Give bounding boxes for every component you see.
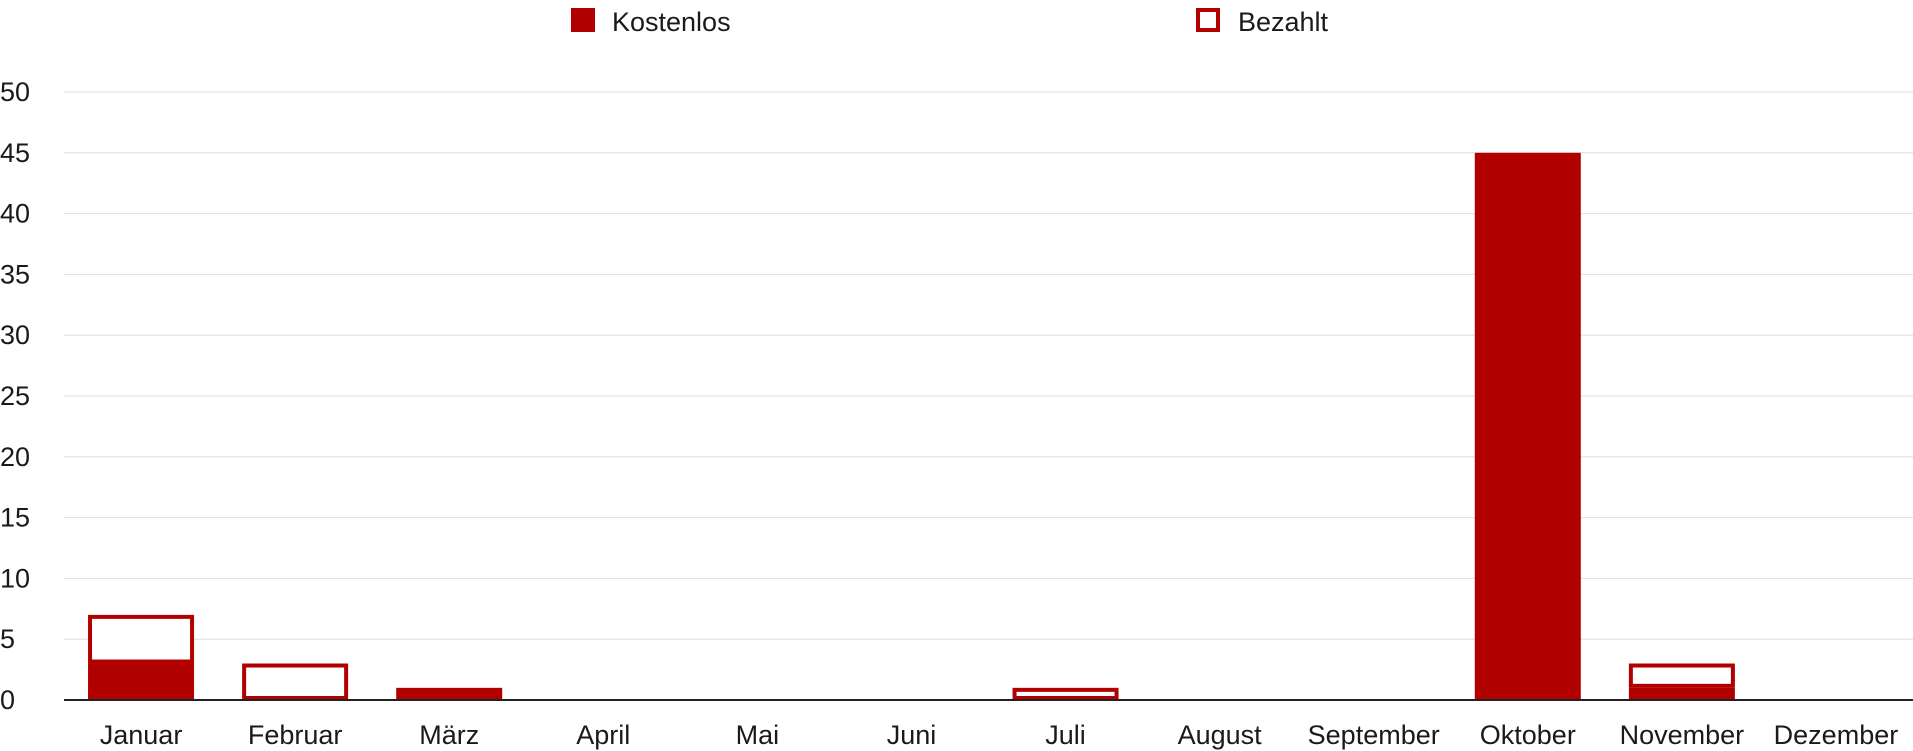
legend-item-kostenlos: Kostenlos — [571, 7, 731, 37]
y-tick-label-45: 45 — [0, 138, 30, 168]
bar-bezahlt-januar — [88, 614, 195, 664]
y-tick-label-20: 20 — [0, 442, 30, 472]
x-tick-label-mai: Mai — [736, 720, 780, 750]
gridlines — [64, 91, 1913, 640]
y-tick-label-10: 10 — [0, 563, 30, 593]
y-tick-label-25: 25 — [0, 381, 30, 411]
x-axis-tick-labels: Januar Februar März April Mai Juni Juli August S… — [100, 720, 1898, 750]
x-tick-label-september: September — [1308, 720, 1440, 750]
x-tick-label-april: April — [576, 720, 630, 750]
x-tick-label-januar: Januar — [100, 720, 183, 750]
x-tick-label-dezember: Dezember — [1774, 720, 1899, 750]
x-tick-label-juni: Juni — [887, 720, 937, 750]
y-tick-label-30: 30 — [0, 320, 30, 350]
bar-kostenlos-märz — [396, 687, 503, 702]
x-tick-label-november: November — [1620, 720, 1745, 750]
bar-kostenlos-november — [1628, 687, 1735, 702]
y-tick-label-0: 0 — [0, 685, 15, 715]
x-tick-label-juli: Juli — [1045, 720, 1086, 750]
bar-bezahlt-november — [1628, 663, 1735, 688]
y-axis-tick-labels: 0 5 10 15 20 25 30 35 40 45 50 — [0, 77, 30, 715]
legend: Kostenlos Bezahlt — [571, 7, 1329, 37]
x-tick-label-februar: Februar — [248, 720, 343, 750]
legend-swatch-bezahlt — [1196, 8, 1220, 32]
y-tick-label-35: 35 — [0, 259, 30, 289]
bar-kostenlos-oktober — [1474, 152, 1581, 702]
bar-bezahlt-juli — [1012, 687, 1119, 701]
y-tick-label-40: 40 — [0, 199, 30, 229]
bar-kostenlos-januar — [88, 663, 195, 702]
legend-label-bezahlt: Bezahlt — [1238, 7, 1329, 37]
legend-label-kostenlos: Kostenlos — [612, 7, 731, 37]
legend-item-bezahlt: Bezahlt — [1196, 7, 1329, 37]
y-tick-label-50: 50 — [0, 77, 30, 107]
x-tick-label-oktober: Oktober — [1480, 720, 1576, 750]
y-tick-label-5: 5 — [0, 624, 15, 654]
y-tick-label-15: 15 — [0, 503, 30, 533]
bars — [88, 152, 1735, 702]
x-tick-label-august: August — [1178, 720, 1263, 750]
bar-bezahlt-februar — [242, 663, 349, 701]
x-tick-label-märz: März — [419, 720, 479, 750]
legend-swatch-kostenlos — [571, 8, 595, 32]
